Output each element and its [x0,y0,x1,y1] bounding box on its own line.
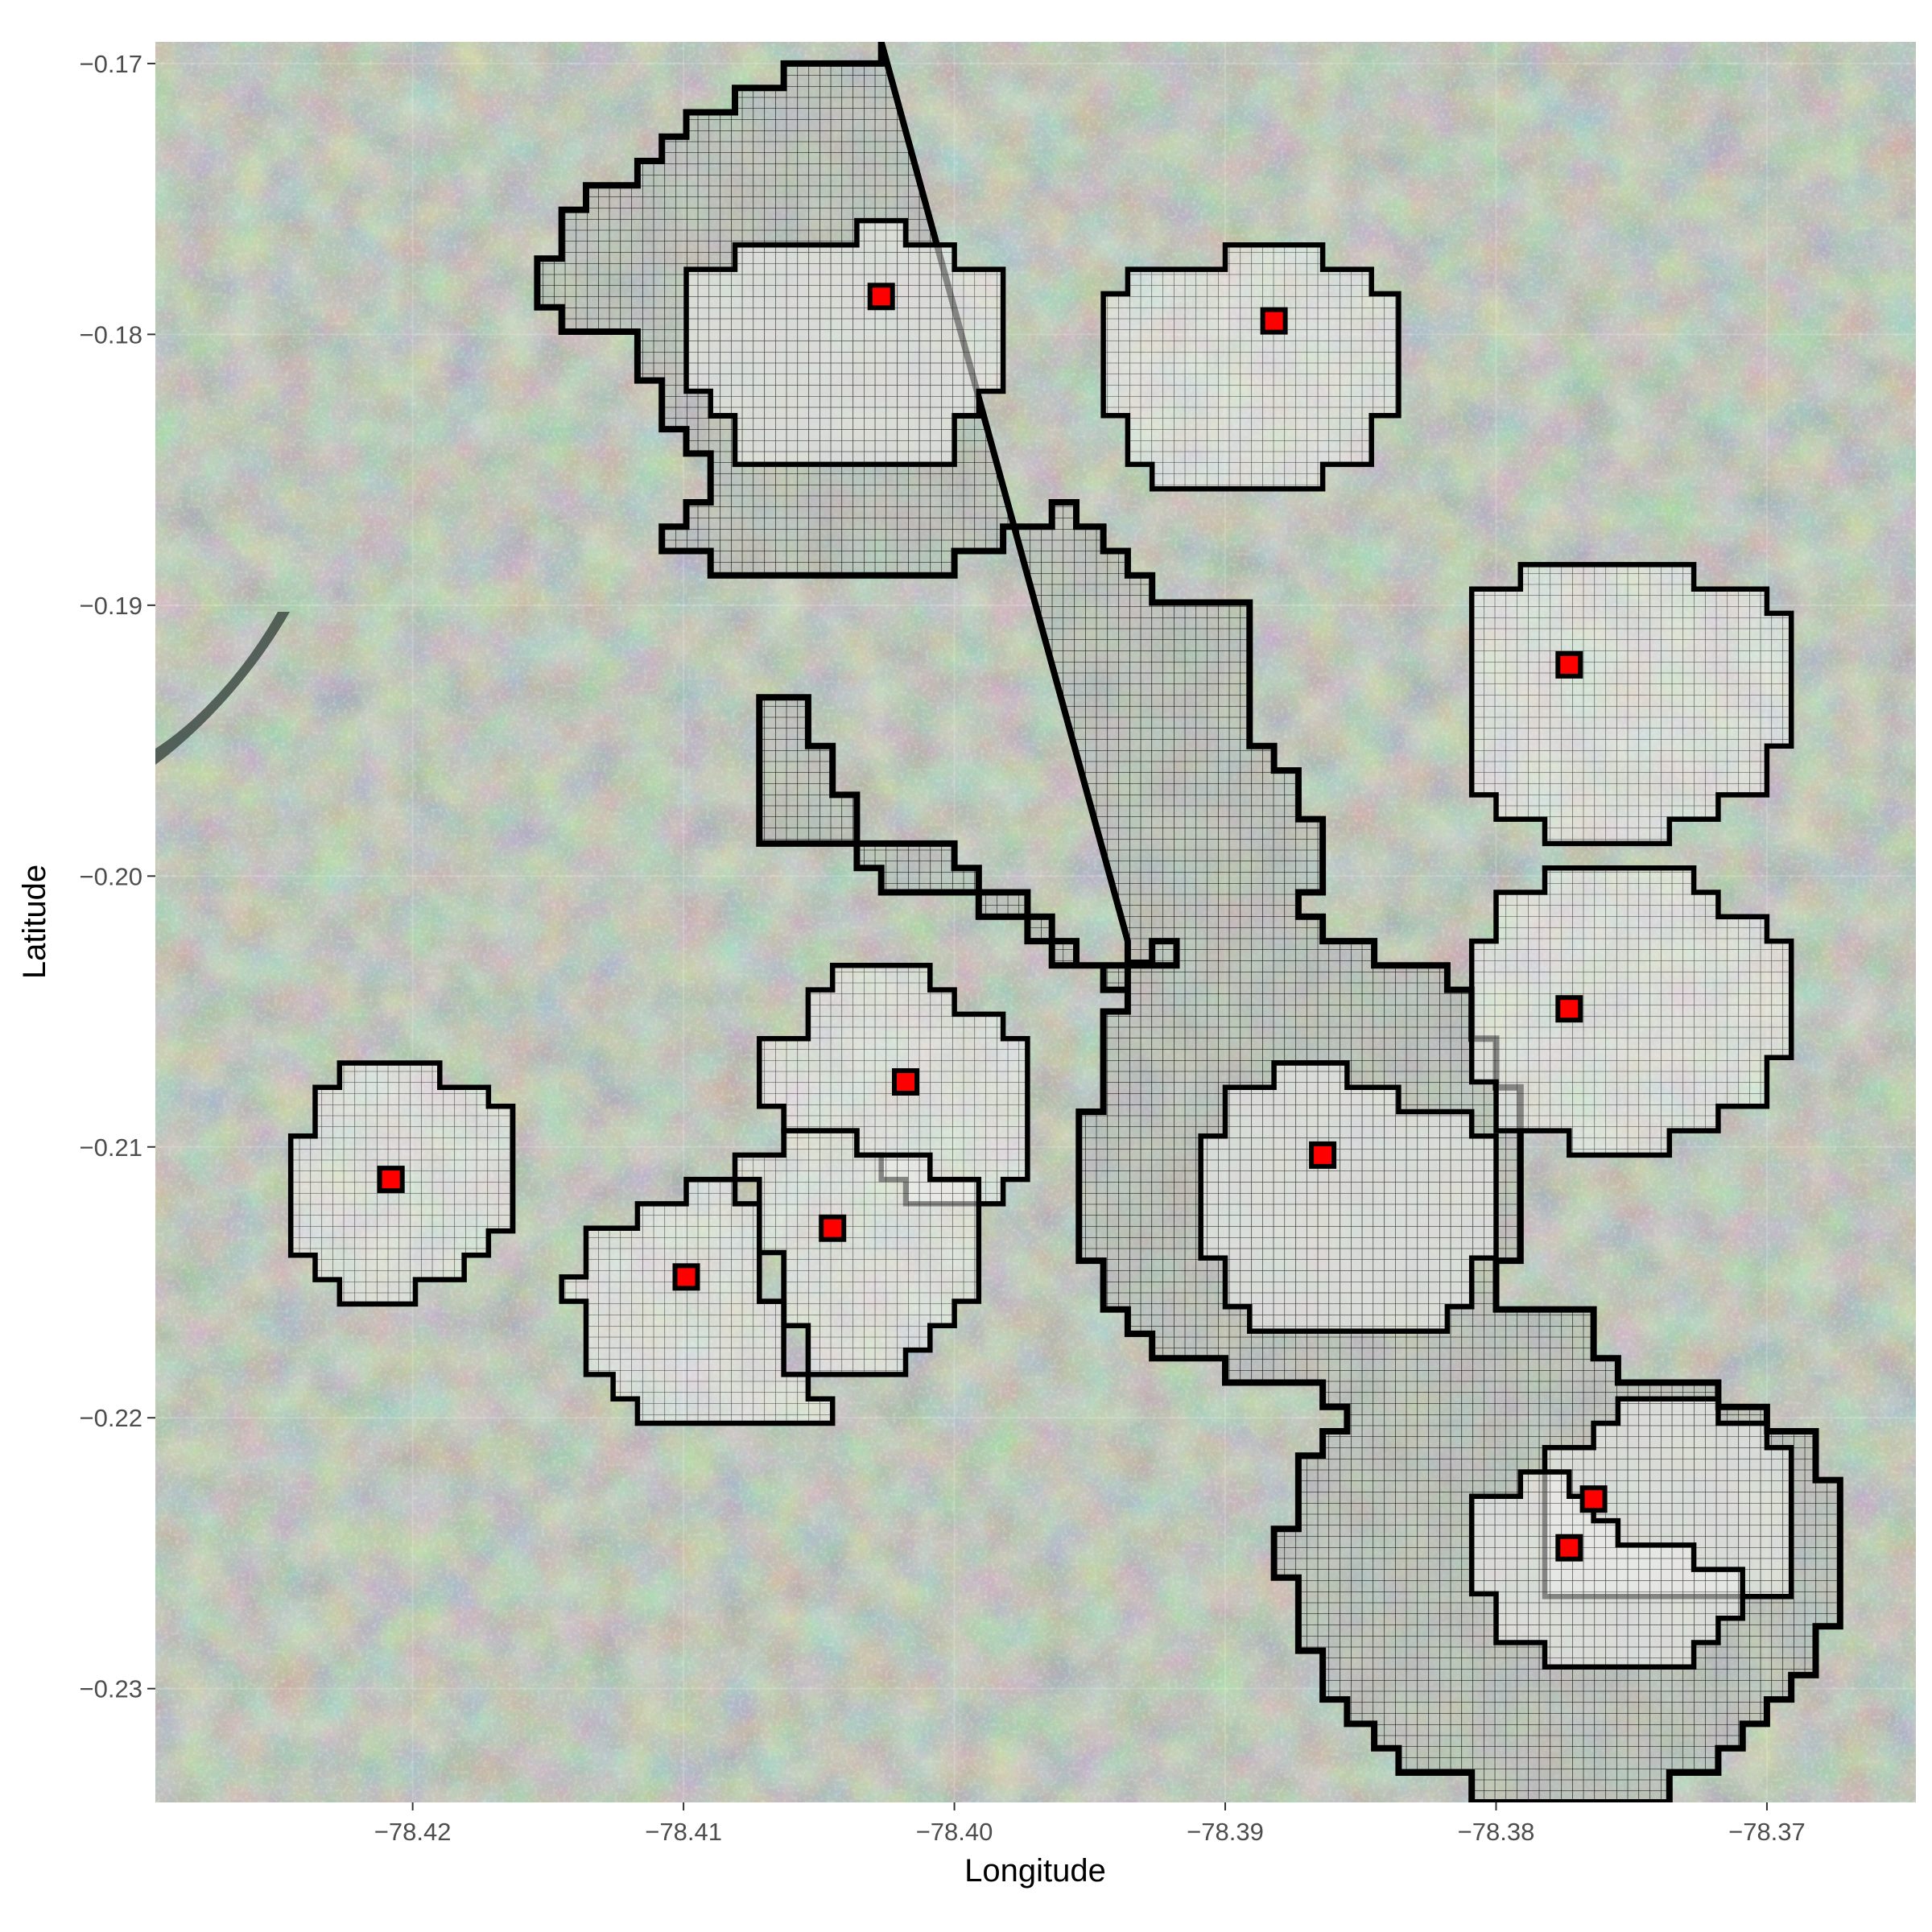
x-tick-label: −78.40 [916,1818,993,1846]
y-tick-label: −0.20 [80,862,142,890]
site-marker [377,1166,405,1194]
inner-zone-cell-grid [1200,1063,1496,1331]
inner-zone-cell-grid [561,1179,833,1423]
y-axis-title: Latitude [17,865,52,979]
x-tick-label: −78.42 [374,1818,452,1846]
y-tick-label: −0.18 [80,320,142,349]
inner-zone-cell-grid [686,221,1004,464]
site-marker [1555,995,1583,1023]
inner-zone-cell-grid [1103,245,1399,489]
y-tick-label: −0.19 [80,592,142,620]
outer-zone-cell-grid [537,42,1840,1802]
inner-zone-cell-grid [1472,564,1792,844]
site-marker [672,1263,700,1291]
y-tick-label: −0.23 [80,1675,142,1703]
map-panel [155,42,1916,1802]
river-channel [155,612,290,765]
site-marker [1260,307,1288,335]
x-tick-label: −78.39 [1187,1818,1264,1846]
inner-buffer-zones [287,217,1794,1670]
x-axis-title: Longitude [964,1853,1106,1889]
x-tick-label: −78.41 [645,1818,722,1846]
x-axis: −78.42 −78.41 −78.40 −78.39 −78.38 −78.37 [374,1802,1806,1846]
outer-buffer-zones [534,42,1843,1802]
site-marker [819,1214,847,1242]
inner-zone-cell-grid [1472,868,1792,1155]
y-tick-label: −0.22 [80,1404,142,1432]
inner-zone-cell-grid [1472,1472,1743,1667]
x-tick-label: −78.37 [1728,1818,1806,1846]
inner-zone-cell-grid [735,1130,979,1375]
site-marker [1555,650,1583,679]
site-marker [1309,1141,1337,1169]
x-tick-label: −78.38 [1458,1818,1535,1846]
site-marker [867,283,895,311]
site-marker [1579,1485,1608,1513]
y-axis: −0.17 −0.18 −0.19 −0.20 −0.21 −0.22 −0.23 [80,50,155,1703]
y-tick-label: −0.17 [80,50,142,78]
site-markers [377,283,1608,1562]
y-tick-label: −0.21 [80,1133,142,1162]
site-marker [1555,1534,1583,1562]
site-marker [892,1068,919,1096]
